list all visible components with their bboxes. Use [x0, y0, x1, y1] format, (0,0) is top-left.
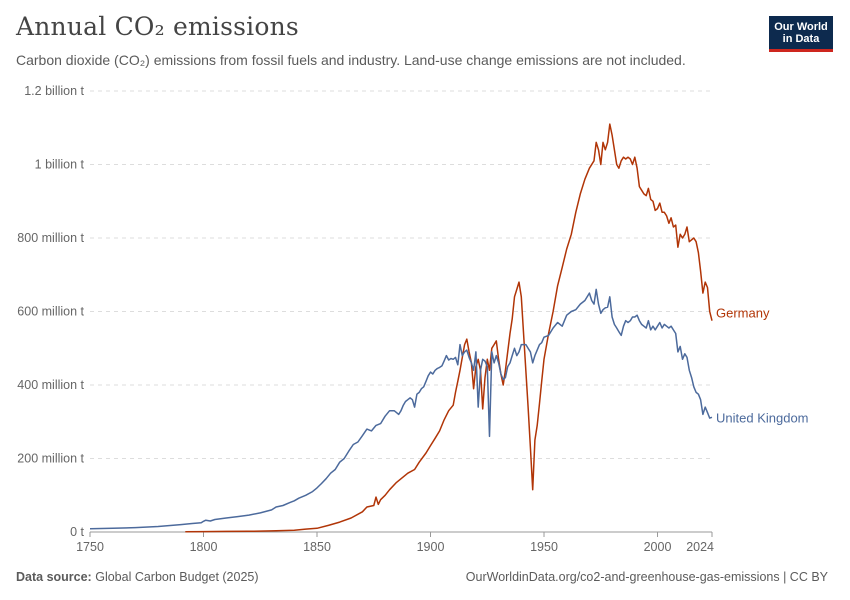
gridlines: [90, 90, 712, 533]
chart-title: Annual CO₂ emissions: [16, 12, 299, 41]
data-source-label: Data source:: [16, 570, 92, 584]
x-tick-label: 1900: [417, 540, 445, 554]
x-tick-label: 1800: [190, 540, 218, 554]
line-chart: 0 t 200 million t 400 million t 600 million…: [17, 84, 809, 554]
x-tick-label: 2000: [644, 540, 672, 554]
chart-subtitle: Carbon dioxide (CO₂) emissions from foss…: [16, 52, 686, 68]
series-line-united-kingdom[interactable]: [89, 288, 713, 530]
x-tick-label: 1850: [303, 540, 331, 554]
data-source-link[interactable]: Global Carbon Budget (2025): [95, 570, 259, 584]
y-tick-label: 1 billion t: [35, 158, 85, 172]
data-source: Data source: Global Carbon Budget (2025): [16, 570, 259, 584]
y-tick-label: 0 t: [70, 525, 84, 539]
y-tick-label: 600 million t: [17, 305, 84, 319]
x-axis: 1750 1800 1850 1900 1950 2000 2024: [76, 532, 714, 554]
x-tick-label: 2024: [686, 540, 714, 554]
series-labels: Germany United Kingdom: [716, 306, 809, 426]
footer-url[interactable]: OurWorldinData.org/co2-and-greenhouse-ga…: [465, 570, 828, 584]
logo-line-1: Our World: [774, 21, 828, 33]
series-label[interactable]: United Kingdom: [716, 410, 809, 425]
series-lines: [89, 123, 713, 533]
series-line-germany[interactable]: [185, 123, 713, 533]
x-tick-label: 1750: [76, 540, 104, 554]
logo-line-2: in Data: [782, 33, 820, 45]
series-label[interactable]: Germany: [716, 306, 770, 321]
x-tick-label: 1950: [530, 540, 558, 554]
y-tick-label: 200 million t: [17, 452, 84, 466]
y-tick-label: 400 million t: [17, 378, 84, 392]
y-tick-label: 1.2 billion t: [24, 84, 84, 98]
y-axis: 0 t 200 million t 400 million t 600 million…: [17, 84, 84, 539]
y-tick-label: 800 million t: [17, 231, 84, 245]
owid-logo[interactable]: Our World in Data: [769, 16, 833, 52]
